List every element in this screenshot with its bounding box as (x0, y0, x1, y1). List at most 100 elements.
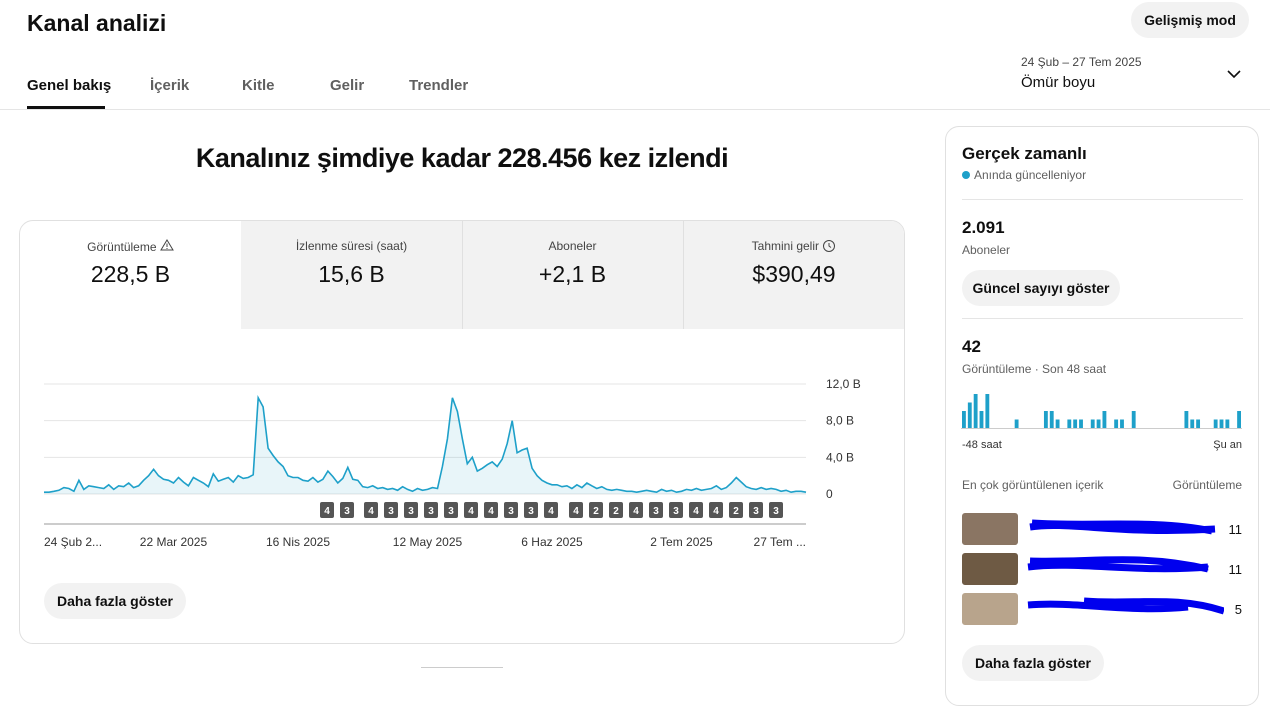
tab[interactable]: Genel bakış (27, 77, 112, 94)
tab[interactable]: İçerik (150, 77, 190, 94)
upload-marker-label: 4 (573, 506, 579, 517)
realtime-status: Anında güncelleniyor (962, 168, 1086, 182)
upload-marker (320, 502, 334, 518)
upload-marker-label: 3 (508, 506, 514, 517)
tab[interactable]: Kitle (242, 77, 275, 94)
hour-bar (973, 394, 978, 428)
divider (962, 318, 1243, 319)
hour-bar (1237, 411, 1241, 428)
metric-label[interactable]: Aboneler (548, 239, 597, 253)
subscriber-label: Aboneler (962, 243, 1011, 257)
upload-marker (769, 502, 783, 518)
upload-marker-label: 3 (673, 506, 679, 517)
upload-marker (504, 502, 518, 518)
views-chart: 0 4,0 B 8,0 B 12,0 B 24 Şub 2... 22 Mar 2025 1… (44, 377, 861, 549)
upload-marker-label: 3 (528, 506, 534, 517)
page-title: Kanal analizi (27, 10, 167, 36)
top-content-metric: Görüntüleme (1172, 478, 1242, 492)
upload-marker (544, 502, 558, 518)
hour-bar (1219, 419, 1224, 428)
hour-bar (1120, 419, 1124, 428)
advanced-mode-button[interactable]: Gelişmiş mod (1131, 2, 1249, 38)
hour-bar (1213, 419, 1218, 428)
upload-marker-label: 4 (368, 506, 374, 517)
upload-marker (364, 502, 378, 518)
upload-marker-label: 3 (428, 506, 434, 517)
y-tick-label: 12,0 B (826, 377, 861, 391)
upload-marker-label: 3 (753, 506, 759, 517)
hour-bar (962, 411, 966, 428)
upload-marker (484, 502, 498, 518)
upload-marker-label: 4 (324, 506, 330, 517)
upload-marker (384, 502, 398, 518)
hour-bar (1014, 419, 1019, 428)
axis-start: -48 saat (962, 439, 1002, 451)
x-tick-label: 24 Şub 2... (44, 535, 102, 549)
metric-label[interactable]: Görüntüleme (20, 239, 241, 254)
divider (683, 221, 684, 329)
upload-marker (340, 502, 354, 518)
upload-marker (464, 502, 478, 518)
upload-marker (589, 502, 603, 518)
upload-marker-label: 3 (773, 506, 779, 517)
live-dot (962, 171, 970, 179)
divider (962, 199, 1243, 200)
upload-marker-label: 3 (448, 506, 454, 517)
date-range: 24 Şub – 27 Tem 2025 (1021, 55, 1142, 69)
x-tick-label: 6 Haz 2025 (521, 535, 583, 549)
content-views: 11 (1228, 562, 1243, 577)
upload-marker (689, 502, 703, 518)
metric-label[interactable]: Tahmini gelir (683, 239, 904, 253)
hour-bar (1090, 419, 1095, 428)
subscriber-count: 2.091 (962, 218, 1005, 237)
realtime-card: Gerçek zamanlı Anında güncelleniyor 2.09… (945, 126, 1259, 706)
scroll-hint (421, 667, 503, 668)
metric-label[interactable]: İzlenme süresi (saat) (295, 239, 408, 253)
show-more-button[interactable]: Daha fazla göster (962, 645, 1104, 681)
upload-marker-label: 2 (733, 506, 739, 517)
hour-bar (1055, 419, 1060, 428)
upload-marker-label: 4 (633, 506, 639, 517)
hour-bar (1067, 419, 1072, 428)
upload-marker-label: 3 (408, 506, 414, 517)
hour-bar (1043, 411, 1048, 428)
upload-marker-label: 3 (653, 506, 659, 517)
show-more-button[interactable]: Daha fazla göster (44, 583, 186, 619)
hour-bar (1131, 411, 1136, 428)
upload-marker (669, 502, 683, 518)
upload-marker (424, 502, 438, 518)
tab[interactable]: Gelir (330, 77, 365, 94)
hour-bar (1190, 419, 1195, 428)
area (44, 397, 806, 494)
metric-label-text: Görüntüleme (87, 240, 157, 254)
upload-marker (629, 502, 643, 518)
status-text: Anında güncelleniyor (974, 168, 1087, 182)
dropdown-icon[interactable] (1226, 66, 1242, 82)
upload-marker (749, 502, 763, 518)
thumbnail[interactable] (962, 593, 1018, 625)
metric-value: $390,49 (752, 261, 836, 287)
upload-marker-label: 4 (548, 506, 554, 517)
y-tick-label: 4,0 B (826, 450, 854, 464)
upload-marker-label: 3 (388, 506, 394, 517)
hour-bar (1096, 419, 1101, 428)
divider (0, 109, 1270, 110)
redacted-titles (1027, 519, 1224, 615)
thumbnail[interactable] (962, 553, 1018, 585)
x-tick-label: 16 Nis 2025 (266, 535, 330, 549)
hour-bar (1184, 411, 1189, 428)
realtime-title: Gerçek zamanlı (962, 144, 1087, 163)
upload-marker (524, 502, 538, 518)
tab-indicator (27, 106, 105, 109)
content-views: 11 (1228, 522, 1243, 537)
upload-marker (444, 502, 458, 518)
show-count-button[interactable]: Güncel sayıyı göster (962, 270, 1120, 306)
period[interactable]: Ömür boyu (1021, 74, 1096, 91)
line (44, 394, 807, 494)
tab[interactable]: Trendler (409, 77, 469, 94)
hour-bar (1079, 419, 1083, 428)
upload-marker (609, 502, 623, 518)
thumbnail[interactable] (962, 513, 1018, 545)
metric-value: 15,6 B (318, 261, 385, 287)
